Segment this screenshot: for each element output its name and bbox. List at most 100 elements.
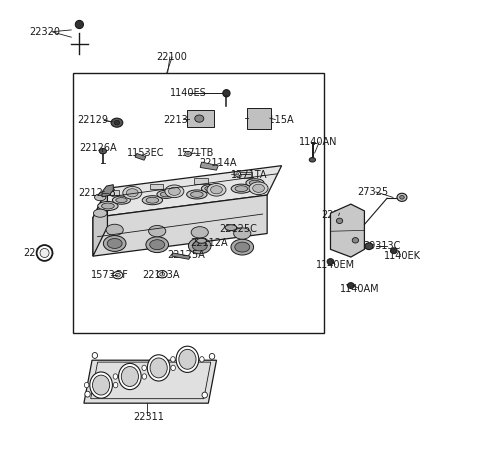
- Polygon shape: [172, 253, 190, 259]
- Ellipse shape: [142, 365, 146, 371]
- FancyBboxPatch shape: [194, 178, 208, 184]
- Ellipse shape: [142, 374, 146, 379]
- Ellipse shape: [114, 120, 120, 125]
- Ellipse shape: [252, 184, 264, 192]
- Ellipse shape: [223, 90, 230, 97]
- FancyBboxPatch shape: [247, 108, 271, 129]
- Ellipse shape: [249, 180, 261, 185]
- Ellipse shape: [234, 228, 251, 239]
- Text: 1140AN: 1140AN: [299, 137, 337, 147]
- Text: 1140AM: 1140AM: [339, 284, 379, 294]
- Ellipse shape: [165, 185, 184, 198]
- Ellipse shape: [149, 225, 166, 237]
- Ellipse shape: [202, 392, 207, 398]
- Ellipse shape: [207, 184, 226, 196]
- Ellipse shape: [106, 224, 123, 235]
- Ellipse shape: [189, 238, 211, 254]
- Text: 22114A: 22114A: [199, 158, 237, 169]
- Bar: [72, 73, 324, 333]
- Ellipse shape: [99, 148, 107, 154]
- Ellipse shape: [390, 248, 397, 254]
- Ellipse shape: [235, 242, 250, 252]
- Text: 22311: 22311: [133, 412, 165, 422]
- Text: 1153EC: 1153EC: [127, 148, 164, 158]
- Text: 1573GF: 1573GF: [91, 270, 129, 280]
- Text: 22320: 22320: [30, 27, 60, 37]
- Ellipse shape: [187, 153, 189, 155]
- Ellipse shape: [185, 152, 191, 156]
- Ellipse shape: [98, 202, 118, 211]
- Ellipse shape: [113, 272, 123, 279]
- Polygon shape: [84, 360, 216, 403]
- Ellipse shape: [309, 158, 315, 162]
- FancyBboxPatch shape: [105, 190, 119, 195]
- Text: 22124B: 22124B: [78, 188, 116, 198]
- Ellipse shape: [147, 355, 170, 381]
- Ellipse shape: [142, 196, 163, 205]
- Ellipse shape: [400, 196, 404, 199]
- Ellipse shape: [111, 118, 123, 127]
- Ellipse shape: [160, 192, 172, 197]
- Ellipse shape: [95, 194, 106, 201]
- Text: 1571TA: 1571TA: [231, 170, 267, 180]
- Ellipse shape: [157, 190, 175, 198]
- Ellipse shape: [168, 187, 180, 196]
- Ellipse shape: [157, 271, 167, 278]
- Ellipse shape: [236, 173, 239, 175]
- Ellipse shape: [348, 283, 354, 289]
- Ellipse shape: [115, 273, 120, 277]
- Ellipse shape: [160, 273, 165, 276]
- Ellipse shape: [119, 363, 141, 390]
- Ellipse shape: [103, 235, 126, 251]
- Ellipse shape: [113, 374, 118, 379]
- Text: 27325: 27325: [358, 187, 389, 197]
- Ellipse shape: [107, 239, 122, 248]
- Ellipse shape: [150, 240, 165, 250]
- Ellipse shape: [84, 382, 89, 388]
- Ellipse shape: [116, 197, 127, 202]
- Ellipse shape: [234, 171, 240, 176]
- Text: 22144: 22144: [23, 248, 54, 258]
- Ellipse shape: [112, 196, 131, 204]
- Ellipse shape: [75, 21, 84, 28]
- Polygon shape: [93, 188, 108, 256]
- Ellipse shape: [179, 349, 196, 369]
- Polygon shape: [331, 204, 364, 257]
- Ellipse shape: [93, 375, 110, 395]
- FancyBboxPatch shape: [150, 184, 163, 189]
- Ellipse shape: [231, 239, 253, 255]
- Ellipse shape: [205, 186, 216, 191]
- Ellipse shape: [102, 203, 114, 209]
- Ellipse shape: [191, 191, 203, 197]
- Text: 22125A: 22125A: [168, 250, 205, 260]
- Ellipse shape: [113, 382, 118, 388]
- Ellipse shape: [200, 357, 204, 362]
- Text: 39313C: 39313C: [363, 241, 400, 251]
- Text: 1140ES: 1140ES: [170, 88, 206, 98]
- Ellipse shape: [397, 193, 407, 202]
- Polygon shape: [93, 166, 282, 218]
- Ellipse shape: [92, 353, 97, 359]
- FancyBboxPatch shape: [187, 110, 214, 127]
- Text: 22113A: 22113A: [143, 270, 180, 280]
- Ellipse shape: [36, 245, 52, 261]
- Ellipse shape: [211, 185, 222, 194]
- Ellipse shape: [231, 184, 252, 193]
- Ellipse shape: [146, 237, 168, 253]
- Ellipse shape: [336, 218, 343, 224]
- Ellipse shape: [123, 186, 142, 199]
- Ellipse shape: [146, 197, 159, 203]
- Ellipse shape: [192, 241, 207, 251]
- Text: 22126A: 22126A: [79, 142, 117, 153]
- Ellipse shape: [197, 238, 206, 243]
- Text: 22125C: 22125C: [220, 224, 257, 234]
- Ellipse shape: [209, 354, 215, 360]
- Polygon shape: [135, 153, 146, 160]
- Ellipse shape: [327, 259, 334, 265]
- Ellipse shape: [171, 365, 175, 371]
- Text: 22331: 22331: [322, 210, 352, 220]
- Text: 1140EK: 1140EK: [384, 251, 421, 261]
- Ellipse shape: [126, 189, 138, 197]
- Ellipse shape: [352, 238, 359, 243]
- Polygon shape: [93, 195, 267, 256]
